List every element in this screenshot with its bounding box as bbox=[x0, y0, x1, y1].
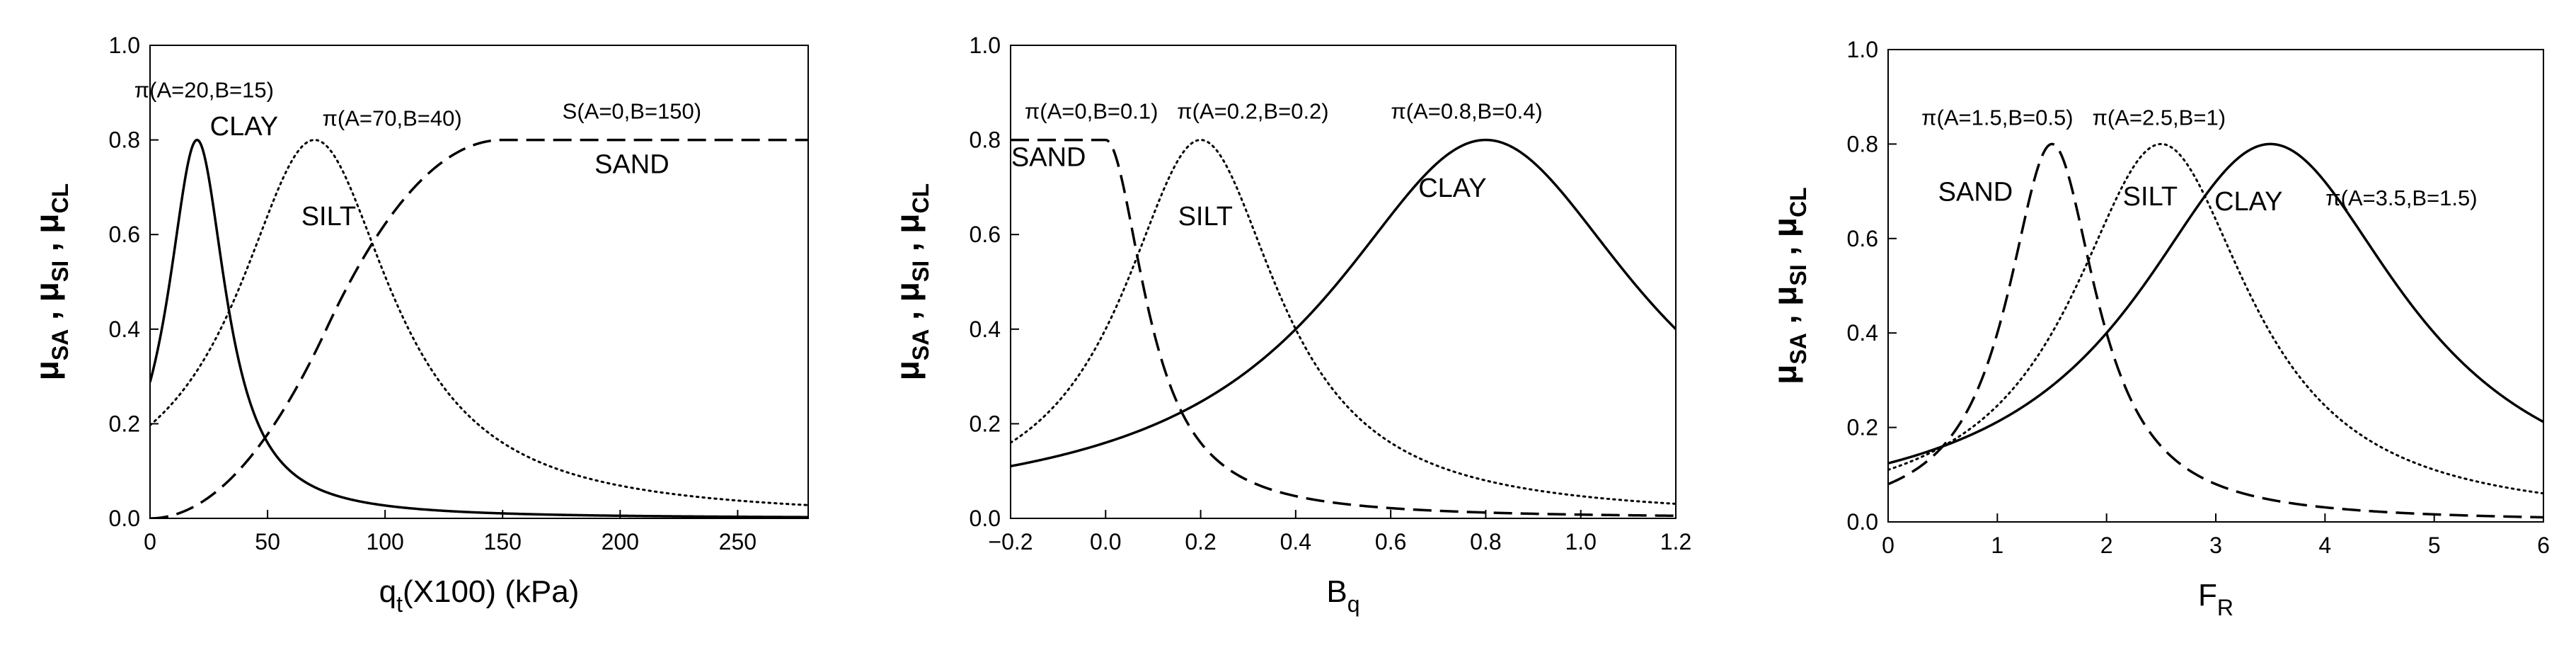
soil-label: CLAY bbox=[1418, 173, 1486, 203]
y-tick-label: 0.8 bbox=[1847, 131, 1878, 157]
soil-label: SILT bbox=[301, 202, 356, 232]
soil-label: SAND bbox=[594, 149, 669, 179]
y-tick-label: 0.0 bbox=[970, 506, 1001, 531]
series-line-sand bbox=[1888, 142, 2543, 519]
function-annotation: π(A=3.5,B=1.5) bbox=[2325, 186, 2477, 210]
x-axis-title: qt(X100) (kPa) bbox=[379, 574, 580, 617]
x-tick-label: 0.4 bbox=[1280, 529, 1311, 554]
series-line-clay bbox=[1888, 142, 2543, 465]
y-tick-label: 0.6 bbox=[1847, 226, 1878, 251]
x-axis-title: Bq bbox=[1326, 574, 1359, 617]
x-tick-label: 0 bbox=[1882, 533, 1894, 558]
x-tick-label: 1.2 bbox=[1660, 529, 1691, 554]
y-tick-label: 1.0 bbox=[1847, 37, 1878, 62]
function-annotation: π(A=0.8,B=0.4) bbox=[1391, 99, 1542, 124]
y-tick-label: 0.6 bbox=[109, 222, 140, 247]
y-tick-label: 0.2 bbox=[1847, 415, 1878, 440]
x-tick-label: 1.0 bbox=[1565, 529, 1596, 554]
y-axis-title: μSA , μSI , μCL bbox=[28, 183, 73, 380]
series-line-silt bbox=[1011, 139, 1676, 505]
plot-frame bbox=[149, 45, 809, 519]
y-tick-label: 1.0 bbox=[970, 33, 1001, 58]
y-tick-label: 0.8 bbox=[109, 127, 140, 153]
x-tick-label: 3 bbox=[2209, 533, 2222, 558]
series-line-sand bbox=[150, 138, 808, 518]
plot-frame bbox=[1010, 45, 1677, 519]
chart-panel-bq: 0.00.20.40.60.81.0−0.2 0.0 0.2 0.4 0.6 0.8 1.0… bbox=[889, 33, 1691, 617]
soil-label: SAND bbox=[1938, 177, 2013, 207]
x-tick-label: 0.6 bbox=[1375, 529, 1406, 554]
series-line-silt bbox=[1888, 142, 2543, 495]
y-axis-title: μSA , μSI , μCL bbox=[889, 183, 933, 380]
y-tick-label: 0.8 bbox=[970, 127, 1001, 153]
x-tick-label: 4 bbox=[2318, 533, 2331, 558]
x-tick-label: 50 bbox=[255, 529, 280, 554]
y-tick-label: 0.2 bbox=[109, 411, 140, 436]
y-tick-label: 1.0 bbox=[109, 33, 140, 58]
x-axis-title: FR bbox=[2198, 578, 2233, 620]
x-tick-label: 0.8 bbox=[1470, 529, 1501, 554]
series-line-clay bbox=[150, 138, 808, 518]
x-tick-label: 6 bbox=[2537, 533, 2550, 558]
x-tick-label: 0.2 bbox=[1185, 529, 1216, 554]
x-tick-label: 200 bbox=[602, 529, 639, 554]
y-axis-title: μSA , μSI , μCL bbox=[1766, 187, 1811, 384]
x-tick-label: 100 bbox=[366, 529, 403, 554]
soil-label: SILT bbox=[1178, 202, 1233, 232]
function-annotation: π(A=20,B=15) bbox=[134, 77, 274, 102]
function-annotation: π(A=0.2,B=0.2) bbox=[1177, 99, 1328, 124]
series-group bbox=[1011, 138, 1676, 518]
y-tick-label: 0.4 bbox=[1847, 320, 1878, 346]
y-tick-label: 0.0 bbox=[109, 506, 140, 531]
x-tick-label: 0.0 bbox=[1090, 529, 1121, 554]
soil-label: CLAY bbox=[210, 112, 278, 142]
x-tick-label: 150 bbox=[484, 529, 522, 554]
series-line-clay bbox=[1011, 138, 1676, 468]
function-annotation: π(A=70,B=40) bbox=[323, 106, 462, 131]
soil-label: SILT bbox=[2123, 182, 2178, 212]
series-group bbox=[150, 138, 808, 518]
y-tick-label: 0.4 bbox=[109, 317, 140, 342]
y-tick-label: 0.6 bbox=[970, 222, 1001, 247]
soil-label: CLAY bbox=[2214, 187, 2282, 217]
chart-panel-fr: 0.0 0.2 0.4 0.6 0.8 1.0 0 1 2 3 4 5 6 π(A=1.5,B=0.5) S… bbox=[1766, 37, 2550, 620]
y-tick-label: 0.2 bbox=[970, 411, 1001, 436]
x-tick-label: 2 bbox=[2100, 533, 2113, 558]
x-tick-label: 0 bbox=[144, 529, 156, 554]
y-tick-label: 0.0 bbox=[1847, 509, 1878, 535]
function-annotation: π(A=2.5,B=1) bbox=[2092, 106, 2226, 130]
series-line-sand bbox=[1011, 138, 1676, 518]
x-tick-label: 250 bbox=[719, 529, 757, 554]
series-line-silt bbox=[150, 139, 808, 506]
y-tick-label: 0.4 bbox=[970, 317, 1001, 342]
soil-label: SAND bbox=[1011, 142, 1086, 172]
chart-panel-qt: 0.0 0.2 0.4 0.6 0.8 1.0 0 50 100 150 200 250 π(A=20,… bbox=[28, 33, 809, 617]
function-annotation: S(A=0,B=150) bbox=[563, 99, 701, 124]
x-tick-label: 1 bbox=[1991, 533, 2003, 558]
x-tick-label: 5 bbox=[2428, 533, 2441, 558]
function-annotation: π(A=0,B=0.1) bbox=[1025, 99, 1158, 124]
x-tick-label: −0.2 bbox=[988, 529, 1033, 554]
series-group bbox=[1888, 142, 2543, 519]
function-annotation: π(A=1.5,B=0.5) bbox=[1921, 106, 2073, 130]
